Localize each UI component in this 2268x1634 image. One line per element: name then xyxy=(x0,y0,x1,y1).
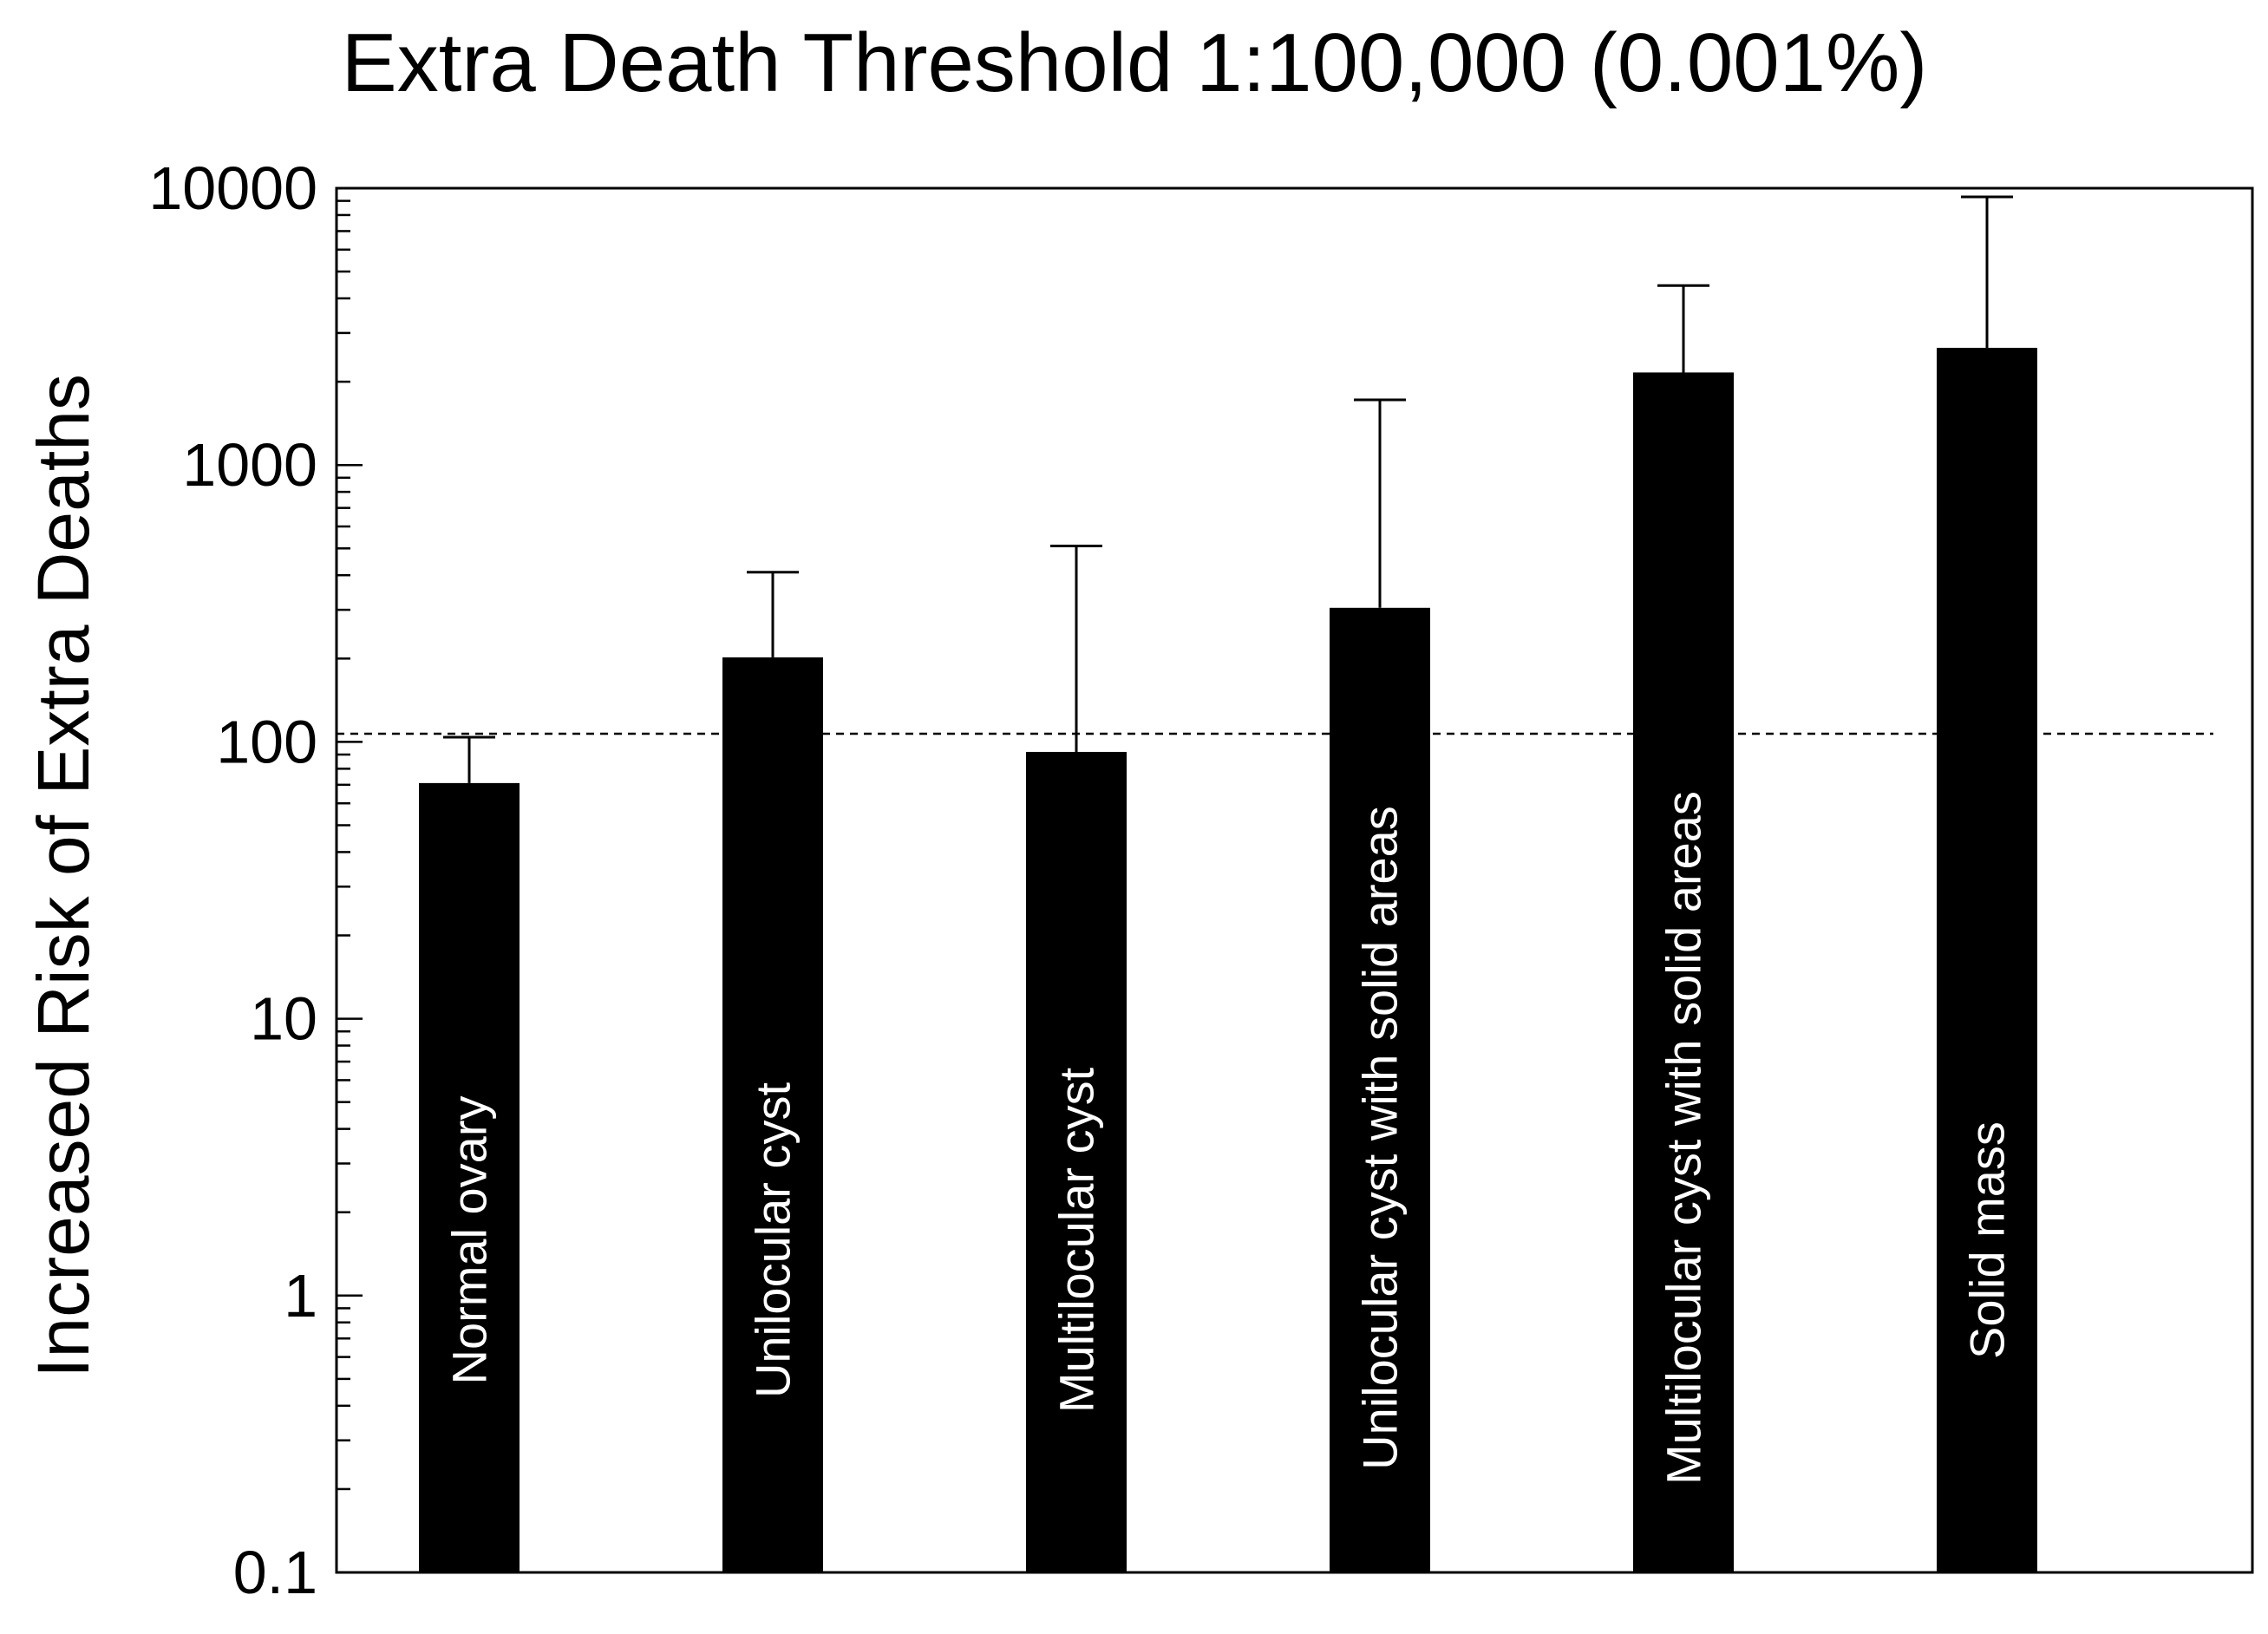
y-tick-label: 100 xyxy=(216,708,317,775)
category-label: Solid mass xyxy=(1960,1121,2015,1359)
bar xyxy=(722,657,823,1572)
category-label: Unilocular cyst with solid areas xyxy=(1353,806,1408,1470)
category-label: Multilocular cyst with solid areas xyxy=(1657,791,1711,1485)
bars xyxy=(419,348,2037,1573)
category-label: Normal ovary xyxy=(442,1096,497,1385)
plot-frame xyxy=(335,186,2254,1574)
y-tick-label: 1000 xyxy=(182,431,317,499)
chart-title: Extra Death Threshold 1:100,000 (0.001%) xyxy=(342,16,1928,109)
y-axis-ticks: 10000 1000 100 10 1 0.1 xyxy=(148,154,363,1606)
category-label: Unilocular cyst xyxy=(746,1082,801,1399)
error-bars xyxy=(443,195,2013,783)
y-tick-label: 1 xyxy=(284,1262,317,1330)
y-axis-label: Increased Risk of Extra Deaths xyxy=(23,374,104,1378)
bar xyxy=(1633,372,1734,1572)
category-labels: Normal ovary Unilocular cyst Multilocular … xyxy=(442,791,2015,1485)
bar xyxy=(1937,348,2037,1573)
bar xyxy=(1330,607,1430,1572)
y-tick-label: 0.1 xyxy=(233,1539,317,1606)
category-label: Multilocular cyst xyxy=(1049,1067,1104,1413)
bar xyxy=(419,782,520,1572)
y-tick-label: 10000 xyxy=(148,154,317,222)
y-tick-label: 10 xyxy=(250,985,317,1053)
bar xyxy=(1026,751,1127,1572)
